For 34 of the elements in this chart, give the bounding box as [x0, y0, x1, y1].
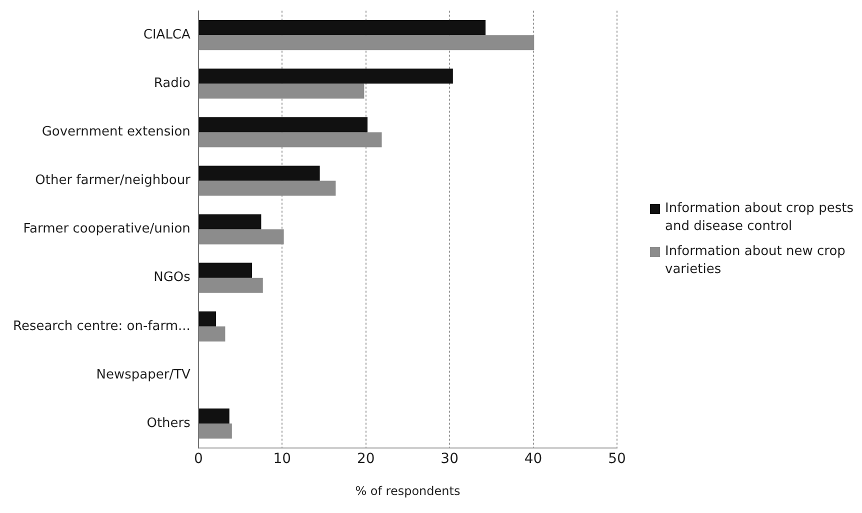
bar [198, 311, 216, 326]
x-tick-label: 50 [608, 450, 626, 467]
x-tick-label: 20 [356, 450, 375, 467]
bar [198, 117, 368, 132]
y-tick-label: CIALCA [143, 27, 191, 42]
bar [198, 229, 284, 244]
x-tick-label: 0 [194, 450, 203, 467]
bar [198, 326, 226, 342]
bar [198, 262, 252, 278]
y-tick-label: Other farmer/neighbour [35, 173, 192, 188]
y-tick-label: NGOs [154, 270, 191, 286]
x-tick-label: 10 [273, 450, 292, 467]
bar [198, 408, 230, 424]
bar [198, 68, 453, 84]
y-tick-label: Radio [154, 76, 190, 92]
x-tick-label: 30 [440, 450, 458, 467]
bar [198, 180, 336, 196]
bar [198, 20, 486, 36]
y-tick-label: Government extension [42, 124, 190, 140]
x-axis-title: % of respondents [355, 484, 460, 498]
bar [198, 278, 263, 293]
bar [198, 84, 364, 99]
bar [198, 132, 382, 148]
y-tick-label: Others [146, 416, 191, 431]
legend-label: Information about crop pests and disease control [665, 200, 854, 236]
bar [198, 424, 232, 439]
bar [198, 35, 534, 50]
bar [198, 214, 262, 230]
bar [198, 166, 320, 181]
x-tick-label: 40 [524, 450, 542, 467]
legend-label: Information about new crop varieties [665, 243, 846, 278]
y-tick-label: Research centre: on-farm... [12, 318, 190, 334]
y-tick-label: Farmer cooperative/union [23, 222, 190, 237]
y-tick-label: Newspaper/TV [96, 367, 191, 382]
